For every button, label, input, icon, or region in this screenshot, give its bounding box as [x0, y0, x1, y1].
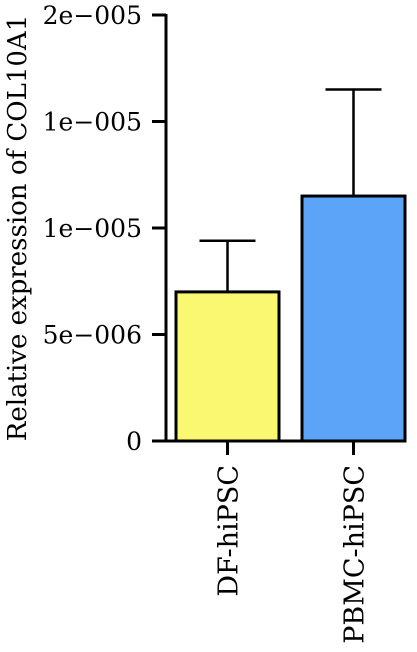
y-axis-ticks: 0 5e−006 1e−005 1e−005 2e−005 — [43, 1, 166, 456]
bar — [174, 290, 281, 443]
y-tick-label: 2e−005 — [43, 1, 142, 30]
y-tick-label: 1e−005 — [43, 214, 142, 243]
y-tick-label: 1e−005 — [43, 108, 142, 137]
y-tick-label: 0 — [126, 427, 142, 456]
x-tick-label: PBMC-hiPSC — [340, 465, 371, 644]
y-tick-label: 5e−006 — [43, 321, 142, 350]
bar — [300, 194, 407, 443]
bars — [174, 194, 407, 443]
x-tick-label: DF-hiPSC — [214, 465, 245, 597]
error-bars — [199, 88, 382, 292]
category-labels: DF-hiPSC PBMC-hiPSC — [214, 441, 371, 644]
y-axis-title: Relative expression of COL10A1 — [3, 15, 33, 441]
